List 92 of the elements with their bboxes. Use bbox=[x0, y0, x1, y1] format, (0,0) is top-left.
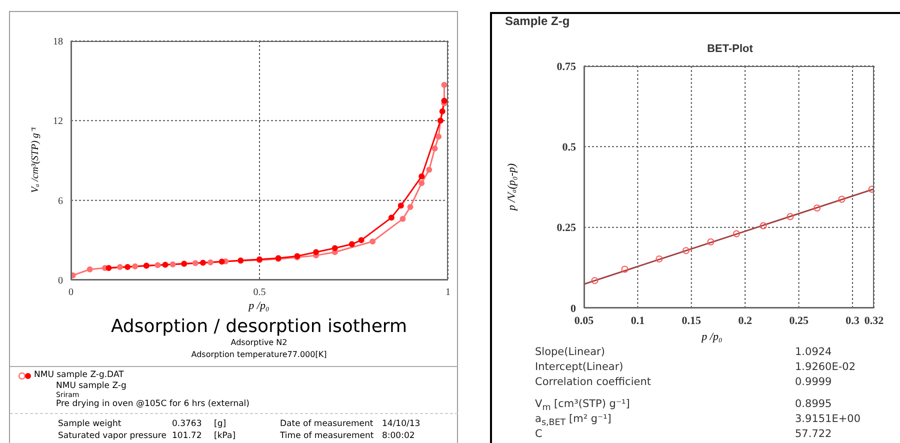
point bbox=[814, 204, 821, 212]
text: [kPa] bbox=[214, 431, 236, 441]
point bbox=[358, 237, 364, 244]
x-tick-label: 0.05 bbox=[574, 314, 594, 327]
point bbox=[170, 261, 176, 268]
text: Adsorption / desorption isotherm bbox=[110, 316, 408, 337]
point bbox=[400, 216, 406, 222]
point bbox=[86, 266, 93, 272]
text: V$_{m}$ [cm³(STP) g⁻¹] bbox=[535, 398, 630, 414]
point bbox=[868, 186, 874, 193]
point bbox=[218, 258, 225, 265]
y-tick-label: 18 bbox=[53, 36, 63, 48]
text: [g] bbox=[214, 419, 226, 429]
point bbox=[682, 247, 690, 254]
point bbox=[398, 202, 404, 209]
point bbox=[441, 98, 448, 104]
point bbox=[200, 260, 206, 266]
text: 0.8995 bbox=[795, 398, 832, 410]
text: Sample Z-g bbox=[505, 14, 570, 28]
point bbox=[591, 277, 598, 284]
point bbox=[426, 166, 432, 173]
y-axis-title: p /Vₐ(p₀-p) bbox=[506, 163, 518, 211]
text: Intercept(Linear) bbox=[535, 361, 624, 373]
point bbox=[348, 241, 355, 248]
text: Adsorptive N2 bbox=[230, 338, 288, 347]
point bbox=[838, 196, 846, 203]
x-tick-label: 0.15 bbox=[682, 314, 702, 327]
x-tick-label: 0.25 bbox=[789, 314, 809, 327]
text: 1.0924 bbox=[795, 346, 832, 358]
text: Pre drying in oven @105C for 6 hrs (external) bbox=[56, 399, 250, 409]
text: 0.3763 bbox=[172, 419, 202, 429]
x-tick-label: 0.1 bbox=[630, 314, 645, 327]
point bbox=[106, 265, 112, 272]
text: Correlation coefficient bbox=[535, 376, 651, 388]
point bbox=[439, 108, 446, 114]
point bbox=[432, 146, 438, 152]
text: Adsorption temperature77.000[K] bbox=[191, 350, 327, 359]
point bbox=[786, 213, 794, 220]
chart-title: BET-Plot bbox=[707, 43, 753, 55]
y-axis-title: Vₐ /cm³(STP) g⁻¹ bbox=[29, 127, 41, 193]
point bbox=[418, 180, 425, 186]
point bbox=[132, 263, 138, 270]
text: 0.9999 bbox=[795, 376, 832, 388]
point bbox=[441, 82, 448, 88]
point bbox=[707, 238, 714, 246]
point bbox=[332, 245, 338, 252]
text: 3.9151E+00 bbox=[795, 413, 861, 425]
x-tick-label: 0.2 bbox=[738, 314, 752, 327]
point bbox=[207, 259, 214, 266]
text: 101.72 bbox=[172, 431, 202, 441]
y-tick-label: 0 bbox=[570, 302, 576, 315]
text: Sample weight bbox=[58, 419, 122, 429]
point bbox=[154, 262, 161, 268]
point bbox=[124, 264, 131, 270]
y-tick-label: 12 bbox=[53, 116, 63, 128]
y-tick-label: 6 bbox=[58, 196, 63, 207]
text: Date of measurement bbox=[280, 419, 374, 429]
point bbox=[436, 134, 442, 140]
text: NMU sample Z-g.DAT bbox=[34, 370, 124, 380]
y-tick-label: 0.75 bbox=[556, 60, 576, 73]
y-tick-label: 0 bbox=[58, 276, 63, 287]
point bbox=[407, 204, 414, 210]
text: 1.9260E-02 bbox=[795, 361, 856, 373]
text: 8:00:02 bbox=[382, 431, 415, 441]
x-tick-label: 1 bbox=[446, 287, 450, 298]
point bbox=[418, 173, 425, 180]
x-axis-title: p /p₀ bbox=[248, 300, 270, 312]
y-tick-label: 0.25 bbox=[556, 222, 576, 234]
x-tick-label: 0.32 bbox=[864, 314, 884, 327]
point bbox=[117, 264, 124, 270]
x-axis-title: p /p₀ bbox=[702, 331, 722, 343]
text: 14/10/13 bbox=[382, 419, 420, 429]
point bbox=[621, 266, 628, 273]
point bbox=[656, 255, 663, 262]
text: 57.722 bbox=[795, 428, 832, 440]
point bbox=[192, 260, 198, 266]
point bbox=[313, 249, 320, 256]
text: a$_{s,BET}$ [m² g⁻¹] bbox=[535, 413, 612, 428]
x-tick-label: 0.3 bbox=[846, 314, 860, 327]
x-tick-label: 0 bbox=[68, 287, 74, 298]
text: C bbox=[535, 428, 542, 440]
point bbox=[733, 230, 740, 238]
x-tick-label: 0.5 bbox=[253, 287, 266, 298]
text: Saturated vapor pressure bbox=[58, 431, 166, 441]
point bbox=[370, 238, 376, 244]
text: NMU sample Z-g bbox=[56, 381, 126, 391]
y-tick-label: 0.5 bbox=[562, 142, 576, 154]
point bbox=[388, 214, 394, 221]
text: Time of measurement bbox=[280, 431, 374, 441]
text: Slope(Linear) bbox=[535, 346, 605, 358]
point bbox=[162, 262, 168, 268]
point bbox=[760, 222, 767, 230]
